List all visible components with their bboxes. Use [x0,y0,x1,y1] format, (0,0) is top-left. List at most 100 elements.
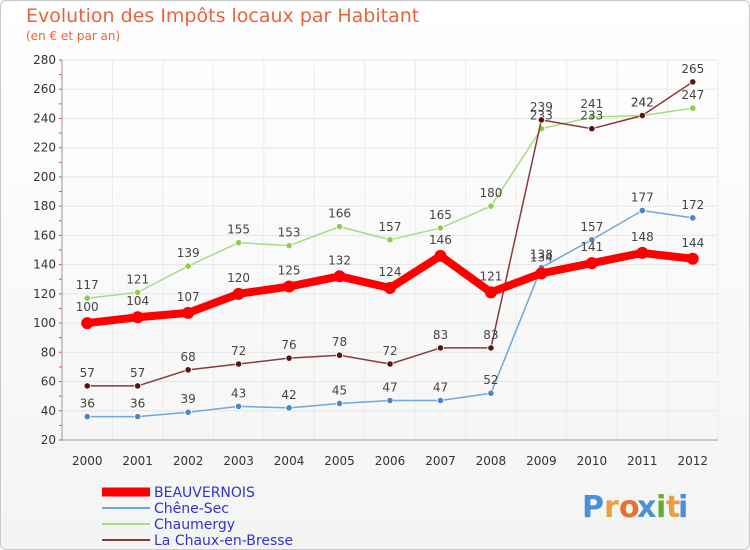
y-tick-label: 200 [33,170,56,184]
data-label: 146 [429,233,452,247]
data-point [335,351,344,359]
data-point [283,280,296,293]
y-tick-label: 280 [33,53,56,67]
data-label: 100 [76,300,99,314]
data-label: 42 [281,388,296,402]
data-label: 83 [433,328,448,342]
x-tick-label: 2002 [173,454,204,468]
data-label: 242 [631,96,654,110]
data-label: 132 [328,253,351,267]
data-label: 242 [631,96,654,110]
data-label: 121 [479,269,502,283]
plot-area: 20 40 60 80 100 120 140 160 180 200 220 240 260 280 20… [33,53,719,468]
data-point [285,242,293,250]
data-point [436,396,445,405]
y-tick-label: 100 [33,316,56,330]
data-point [689,78,697,86]
x-tick-label: 2005 [324,454,355,468]
data-label: 180 [479,186,502,200]
data-label: 155 [227,223,250,237]
chart-title: Evolution des Impôts locaux par Habitant [26,5,419,27]
legend-item: Chêne-Sec [102,501,229,517]
data-label: 47 [382,381,397,395]
data-point [436,344,445,352]
legend-item: La Chaux-en-Bresse [102,533,293,549]
series-beauvernois: 100 104 107 120 125 132 124 146 121 134 141 148 144 [76,230,704,330]
data-point [184,262,192,270]
legend-label: Chêne-Sec [154,501,229,517]
y-tick-label: 220 [33,141,56,155]
data-point [335,223,344,231]
data-label: 57 [80,366,95,380]
chart-subtitle: (en € et par an) [26,29,120,43]
legend-item: Chaumergy [102,517,235,533]
x-tick-label: 2006 [375,454,406,468]
data-label: 153 [278,226,301,240]
legend-label: BEAUVERNOIS [154,485,255,501]
data-label: 39 [181,392,196,406]
data-label: 121 [126,272,149,286]
data-label: 148 [631,230,654,244]
data-label: 47 [433,381,448,395]
data-label: 43 [231,386,246,400]
y-tick-label: 40 [41,404,56,418]
data-label: 138 [530,248,553,262]
data-label: 125 [278,264,301,278]
data-label: 265 [681,62,704,76]
data-point [487,344,495,352]
data-point [333,270,346,283]
data-label: 144 [681,236,704,250]
logo-letter: o [619,490,640,525]
data-point [636,246,649,259]
data-point [487,202,495,210]
data-label: 76 [281,338,296,352]
logo-letter: i [656,490,666,525]
data-label: 124 [379,265,402,279]
x-tick-label: 2007 [425,454,456,468]
data-label: 166 [328,207,351,221]
y-tick-label: 260 [33,82,56,96]
data-label: 139 [177,246,200,260]
data-point [235,239,243,247]
data-label: 36 [130,397,145,411]
x-tick-label: 2011 [627,454,658,468]
data-point [83,382,91,390]
y-tick-label: 60 [41,375,56,389]
data-point [386,360,394,368]
data-label: 134 [530,250,553,264]
x-tick-label: 2000 [72,454,103,468]
data-label: 78 [332,335,347,349]
data-label: 107 [177,290,200,304]
logo-letter: i [678,490,688,525]
data-label: 72 [382,344,397,358]
legend-label: La Chaux-en-Bresse [154,533,293,549]
data-point [285,354,293,362]
data-label: 241 [580,97,603,111]
data-point [436,224,445,232]
y-tick-label: 120 [33,287,56,301]
data-point [689,214,697,222]
data-point [689,104,697,112]
data-point [182,306,195,319]
data-point [434,249,447,262]
data-point [134,413,142,421]
x-tick-label: 2004 [274,454,305,468]
data-point [134,382,142,390]
data-point [484,286,497,299]
data-point [335,399,344,408]
data-point [285,404,293,412]
y-tick-label: 160 [33,228,56,242]
logo-letter: P [582,490,604,525]
data-label: 239 [530,100,553,114]
series-ch-ne-sec: 36 36 39 43 42 45 47 47 52 138 157 177 172 [80,191,704,421]
y-tick-label: 180 [33,199,56,213]
data-label: 165 [429,208,452,222]
logo-letter: t [666,490,680,525]
legend-label: Chaumergy [154,517,235,533]
data-point [184,408,192,416]
data-point [638,206,646,215]
data-point [83,294,91,302]
y-tick-label: 20 [41,433,56,447]
data-label: 233 [580,109,603,123]
